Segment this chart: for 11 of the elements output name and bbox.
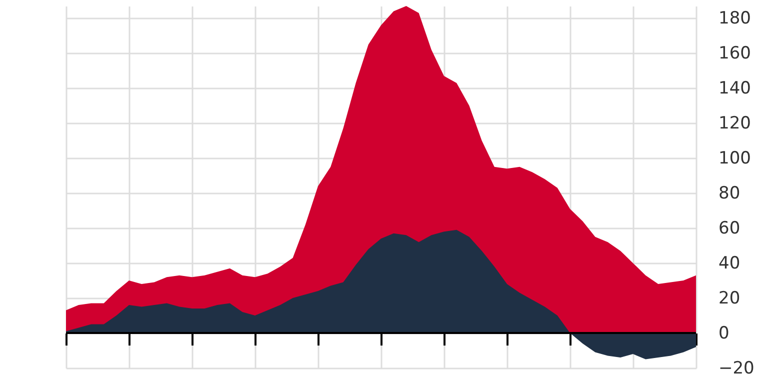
y-tick-label: 0 — [718, 324, 730, 344]
y-tick-label: 160 — [718, 44, 751, 64]
y-tick-label: 140 — [718, 78, 751, 99]
y-tick-label: 40 — [718, 254, 740, 274]
y-tick-label: 60 — [718, 218, 740, 239]
y-tick-label: 20 — [718, 288, 740, 309]
y-tick-label: 80 — [718, 184, 740, 204]
y-tick-label: 120 — [718, 114, 751, 134]
y-tick-label: 180 — [718, 8, 751, 29]
y-tick-label: −20 — [718, 358, 754, 378]
y-tick-label: 100 — [718, 148, 751, 169]
